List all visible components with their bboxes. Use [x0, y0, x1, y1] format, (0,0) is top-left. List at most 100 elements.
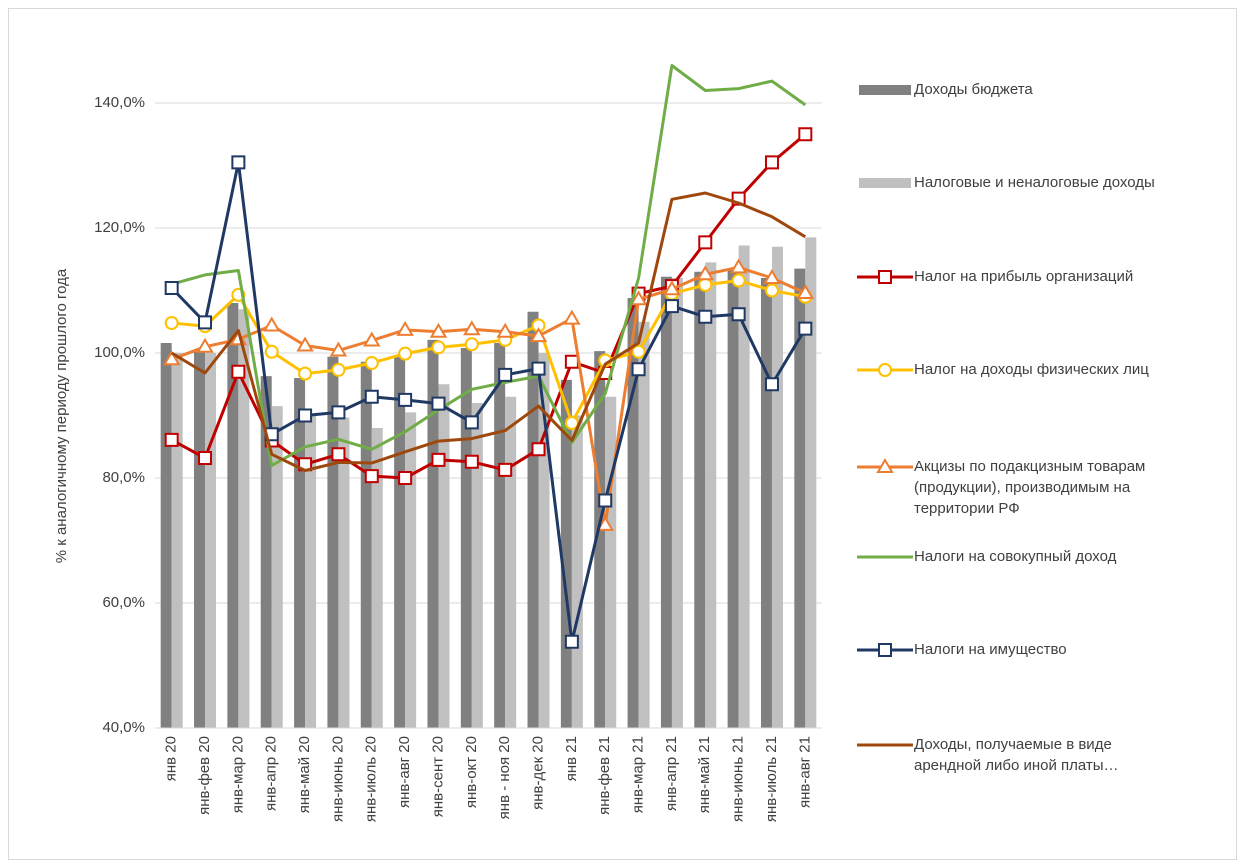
x-tick-label: янв-авг 20	[396, 736, 413, 808]
legend-label: Доходы, получаемые в виде арендной либо …	[914, 736, 1119, 774]
legend-label: Доходы бюджета	[914, 81, 1033, 98]
bar	[738, 245, 750, 728]
marker	[498, 367, 513, 382]
legend-swatch	[857, 643, 913, 657]
bar	[260, 376, 272, 728]
marker	[878, 643, 892, 657]
marker	[431, 396, 446, 411]
marker	[431, 452, 446, 467]
bar	[527, 311, 539, 728]
marker	[696, 265, 715, 281]
marker	[198, 451, 213, 465]
line-series	[170, 191, 807, 472]
legend-swatch	[857, 458, 913, 473]
marker	[429, 322, 448, 338]
bar	[427, 339, 439, 728]
x-tick-label: янв-сент 20	[429, 736, 446, 817]
legend-swatch	[857, 555, 913, 559]
marker	[564, 416, 579, 430]
marker	[164, 432, 179, 447]
marker	[331, 405, 346, 420]
bar	[371, 428, 383, 728]
marker	[196, 337, 214, 353]
marker	[498, 462, 513, 477]
marker	[463, 320, 481, 336]
marker	[363, 331, 381, 347]
bar	[238, 309, 250, 728]
marker	[664, 299, 679, 314]
bar	[360, 361, 372, 728]
x-tick-label: янв-авг 21	[796, 736, 813, 808]
marker	[398, 346, 413, 361]
x-tick-label: янв-апр 20	[263, 736, 280, 811]
legend-label: Налоги на имущество	[914, 641, 1067, 658]
bar	[405, 412, 417, 728]
bar	[338, 417, 350, 728]
x-tick-label: янв-апр 21	[663, 736, 680, 811]
x-tick-label: янв-мар 21	[630, 736, 647, 813]
bar	[705, 262, 717, 728]
bar	[205, 353, 217, 728]
bar	[794, 268, 806, 728]
bar	[694, 271, 706, 728]
bar	[494, 343, 506, 728]
marker	[764, 283, 779, 298]
marker	[231, 364, 246, 379]
marker	[531, 361, 546, 376]
x-tick-label: янв-май 20	[296, 736, 313, 813]
x-tick-label: янв 20	[163, 736, 180, 781]
bar	[660, 276, 672, 728]
legend-swatch	[857, 363, 913, 377]
marker	[876, 458, 894, 473]
legend-label: Налог на доходы физических лиц	[914, 361, 1149, 378]
y-tick-label: 140,0%	[94, 94, 145, 111]
marker	[529, 327, 548, 343]
marker	[878, 270, 892, 284]
bar	[460, 348, 472, 728]
marker	[564, 634, 579, 649]
marker	[564, 354, 579, 369]
legend-label: Налоги на совокупный доход	[914, 548, 1117, 565]
bar	[294, 378, 306, 728]
marker	[631, 362, 646, 377]
x-tick-label: янв-фев 21	[596, 736, 613, 815]
x-tick-label: янв-июнь 21	[730, 736, 747, 822]
marker	[162, 350, 181, 366]
y-tick-label: 80,0%	[102, 469, 145, 486]
bar	[594, 351, 606, 728]
bar	[560, 379, 572, 728]
bar	[305, 415, 317, 728]
marker	[364, 469, 379, 484]
marker	[698, 235, 713, 250]
marker	[764, 377, 779, 392]
x-tick-label: янв-июнь 20	[329, 736, 346, 822]
bar	[227, 303, 239, 728]
marker	[331, 447, 346, 462]
marker	[431, 340, 446, 355]
x-tick-label: янв-окт 20	[463, 736, 480, 808]
bar	[727, 268, 739, 728]
legend-label: Налоговые и неналоговые доходы	[914, 174, 1155, 191]
legend-bar	[859, 85, 911, 95]
marker	[164, 316, 179, 330]
x-tick-label: янв-дек 20	[529, 736, 546, 810]
bar	[571, 415, 583, 728]
marker	[296, 336, 314, 352]
legend-swatch	[857, 270, 913, 284]
marker	[798, 321, 813, 336]
marker	[796, 284, 815, 299]
legend-swatch	[859, 85, 911, 95]
marker	[464, 415, 479, 430]
bar	[771, 246, 783, 728]
bar	[194, 351, 206, 728]
marker	[262, 316, 281, 332]
x-tick-label: янв-июль 21	[763, 736, 780, 822]
marker	[464, 454, 479, 469]
marker	[298, 366, 313, 381]
marker	[563, 309, 581, 325]
legend-swatch	[857, 743, 913, 747]
marker	[231, 155, 246, 170]
bar	[671, 278, 683, 728]
marker	[331, 362, 346, 377]
